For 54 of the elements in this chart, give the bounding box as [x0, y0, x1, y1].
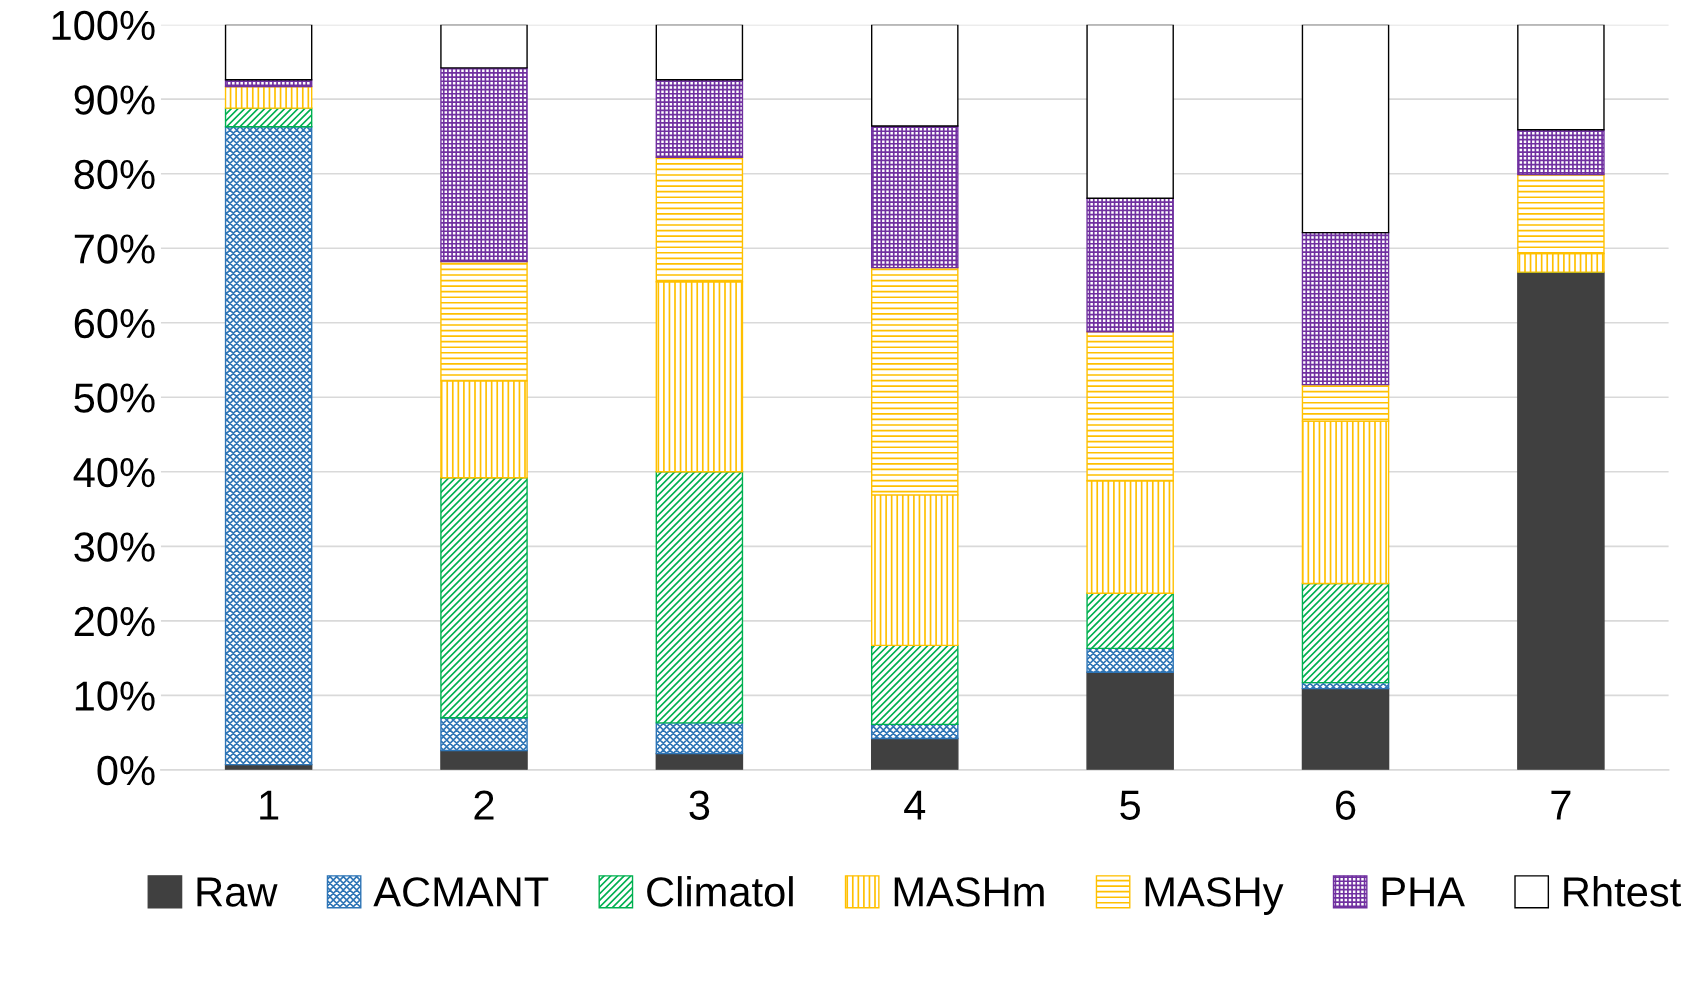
x-tick-label: 5: [1120, 790, 1140, 820]
legend-label: MASHm: [894, 877, 1044, 907]
y-tick-label: 20%: [74, 606, 155, 637]
bar: [1301, 231, 1390, 386]
bar: [1517, 24, 1605, 131]
legend-label: Rhtest: [1564, 876, 1681, 907]
bar: [440, 67, 528, 263]
y-tick-label: 40%: [73, 457, 155, 488]
bar: [655, 24, 744, 81]
bar: [1301, 687, 1390, 770]
bar: [440, 749, 528, 770]
bar: [1517, 271, 1605, 770]
y-tick-label: 0%: [97, 755, 155, 786]
bar: [1086, 647, 1174, 673]
y-tick-label: 60%: [74, 308, 155, 339]
legend-label: MASHy: [1145, 877, 1284, 915]
bar: [224, 126, 313, 766]
x-tick-label: 1: [260, 790, 279, 820]
bar: [655, 79, 744, 159]
bar: [870, 723, 959, 740]
x-tick-label: 6: [1336, 790, 1356, 820]
y-tick-label: 30%: [74, 532, 155, 562]
bar: [1301, 24, 1390, 234]
bar: [1301, 582, 1390, 684]
bar: [870, 125, 959, 269]
bar: [1086, 197, 1174, 333]
bar: [870, 24, 959, 127]
bar: [1086, 592, 1174, 650]
bar: [655, 722, 744, 755]
y-tick-label: 100%: [52, 10, 155, 41]
bar: [224, 85, 313, 109]
bar: [440, 477, 528, 719]
x-tick-label: 3: [689, 790, 710, 820]
bar: [1086, 24, 1174, 199]
legend-label: PHA: [1382, 877, 1465, 907]
bar: [440, 717, 528, 752]
bar: [870, 644, 959, 726]
y-tick-label: 80%: [74, 159, 155, 190]
y-tick-label: 10%: [75, 681, 155, 711]
bar: [440, 24, 528, 69]
legend-label: Climatol: [647, 876, 793, 907]
bar: [870, 737, 959, 770]
y-tick-label: 70%: [74, 234, 155, 264]
x-tick-label: 4: [904, 790, 926, 820]
bar: [655, 471, 744, 724]
bar: [1517, 129, 1605, 176]
bar: [224, 24, 313, 81]
legend-label: ACMANT: [373, 877, 549, 907]
bar: [1086, 671, 1174, 770]
y-tick-label: 90%: [74, 85, 155, 115]
x-tick-label: 7: [1551, 790, 1571, 820]
y-tick-label: 50%: [74, 383, 155, 413]
x-tick-label: 2: [474, 790, 494, 820]
legend-label: Raw: [197, 877, 278, 907]
